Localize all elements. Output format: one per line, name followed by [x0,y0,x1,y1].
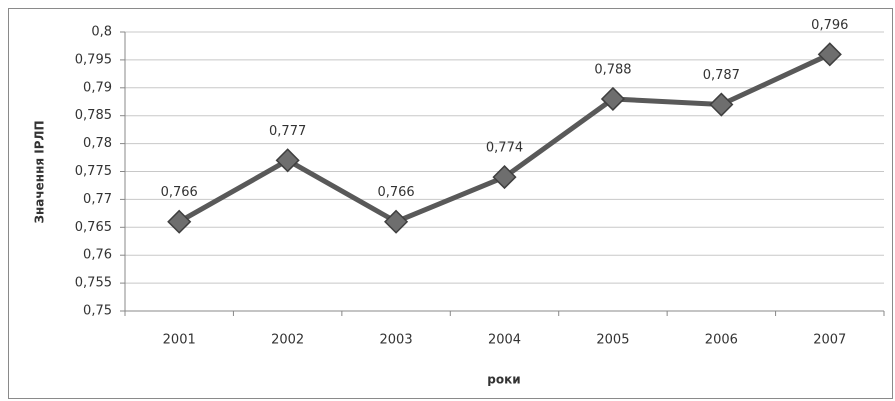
y-tick-label: 0,78 [83,136,112,151]
data-marker [817,42,842,67]
y-tick-label: 0,775 [75,164,112,179]
chart-frame [8,8,893,399]
data-marker [275,148,300,173]
data-label: 0,766 [377,185,414,200]
x-tick-label: 2003 [380,333,413,348]
x-tick-label: 2006 [705,333,738,348]
data-label: 0,787 [703,68,740,83]
data-label: 0,796 [811,18,848,33]
data-label: 0,777 [269,124,306,139]
data-label: 0,788 [594,62,631,77]
data-marker [384,209,409,234]
y-axis-title: Значення ІРЛП [33,120,47,223]
data-label: 0,774 [486,141,523,156]
x-tick-label: 2005 [596,333,629,348]
y-tick-label: 0,795 [75,52,112,67]
x-tick-label: 2007 [813,333,846,348]
data-label: 0,766 [161,185,198,200]
data-marker [709,92,734,117]
y-tick-label: 0,765 [75,220,112,235]
x-axis-title: роки [487,373,520,387]
y-tick-label: 0,79 [83,80,112,95]
data-marker [600,86,625,112]
x-tick-label: 2004 [488,333,521,348]
y-tick-label: 0,76 [83,248,112,263]
y-tick-label: 0,755 [75,276,112,291]
x-tick-label: 2001 [163,333,196,348]
y-tick-label: 0,75 [83,304,112,319]
y-tick-label: 0,77 [83,192,112,207]
x-tick-label: 2002 [271,333,304,348]
data-marker [492,165,517,190]
data-marker [167,209,192,234]
y-tick-label: 0,8 [91,25,112,40]
y-tick-label: 0,785 [75,108,112,123]
